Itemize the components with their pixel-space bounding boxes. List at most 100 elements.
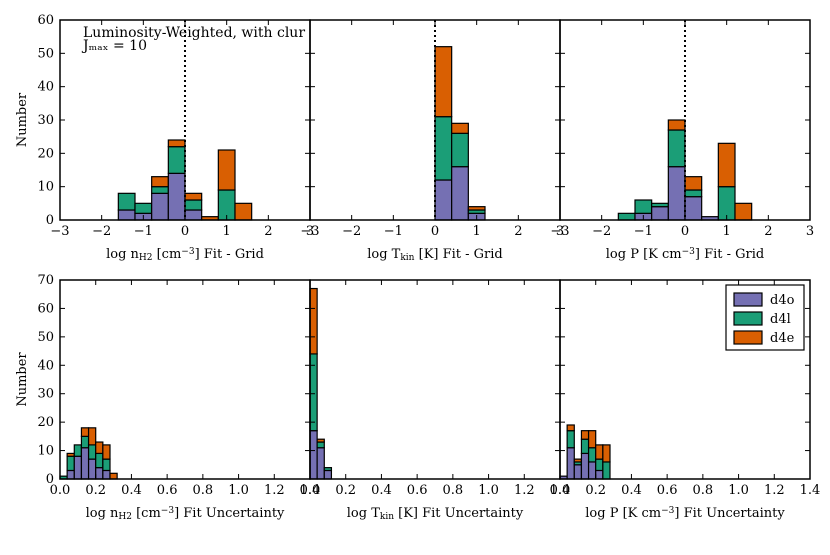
bottom-tkin-xtick-label: 0.2 [335,483,356,498]
top-p-xtick-label: 3 [806,224,814,239]
annotation-line-2: Jₘₐₓ = 10 [81,38,147,54]
bottom-nh2-ytick-label: 10 [37,444,54,459]
top-p-xtick-label: 0 [681,224,689,239]
legend-swatch-d4l [733,311,763,326]
bottom-nh2-ytick-label: 50 [37,330,54,345]
bottom-tkin-xtick-label: 0.0 [300,483,321,498]
top-p-bar-4-d4o [684,196,703,221]
bottom-p-bar-6-d4l [602,461,611,480]
bottom-nh2-bar-3-d4o [80,447,90,480]
top-tkin-bar-0-d4o [434,179,453,221]
top-nh2-bar-4-d4e [184,192,203,201]
top-p-xtick-label: 2 [764,224,772,239]
bottom-p-xlabel: log P [K cm−3] Fit Uncertainty [585,506,785,521]
axes-layer [59,19,811,480]
bottom-p-bar-5-d4l [595,458,604,472]
bottom-p-bar-6-d4e [602,444,611,463]
bottom-p-bar-4-d4o [587,461,597,480]
top-nh2-xtick-label: −2 [92,224,111,239]
top-tkin-xtick-label: −2 [342,224,361,239]
top-nh2-bar-2-d4e [151,176,169,188]
bottom-p-bar-4-d4l [587,447,597,463]
bottom-tkin-bar-0-d4o [309,430,318,480]
bottom-nh2-bar-4-d4l [87,444,97,460]
bottom-p-bar-3-d4e [580,430,590,440]
bottom-p-xtick-label: 0.0 [550,483,571,498]
bottom-nh2-bar-7-d4e [109,472,118,480]
top-nh2-bar-6-d4e [217,149,236,191]
top-p-xtick-label: 1 [723,224,731,239]
top-tkin-xtick-label: 0 [431,224,439,239]
top-tkin-xtick-label: 1 [473,224,481,239]
bottom-tkin-xtick-label: 0.6 [407,483,428,498]
top-nh2-xtick-label: 0 [181,224,189,239]
bottom-nh2-bar-1-d4e [66,452,75,457]
top-tkin-bar-1-d4o [451,166,469,221]
top-nh2-bar-2-d4l [151,186,169,194]
bottom-p-xtick-label: 1.4 [800,483,821,498]
bottom-tkin-xtick-label: 0.4 [371,483,392,498]
top-p-bar-2-d4o [651,206,669,221]
bottom-tkin-xlabel: log Tkin [K] Fit Uncertainty [347,506,524,522]
bottom-tkin-bar-2-d4o [323,469,333,480]
top-p-bar-0-d4l [617,212,636,221]
top-p-bar-4-d4e [684,176,703,191]
bottom-nh2-xlabel: log nH2 [cm−3] Fit Uncertainty [86,506,285,522]
legend-swatch-d4o [733,292,763,307]
bottom-nh2-bar-5-d4l [95,452,104,469]
top-tkin-xtick-label: 2 [514,224,522,239]
bottom-nh2-ytick-label: 30 [37,387,54,402]
top-p-bar-3-d4e [667,119,686,131]
bottom-nh2-ytick-label: 20 [37,415,54,430]
bottom-nh2-bar-5-d4o [95,467,104,480]
bottom-nh2-xtick-label: 0.8 [193,483,214,498]
bottom-nh2-xtick-label: 0.6 [157,483,178,498]
bottom-nh2-bar-6-d4o [102,469,111,480]
bottom-nh2-bar-4-d4e [87,427,97,446]
top-nh2-bar-0-d4l [117,192,136,211]
bottom-nh2-bar-6-d4l [102,458,111,472]
bottom-p-bar-5-d4o [595,469,604,480]
bottom-p-xtick-label: 0.2 [585,483,606,498]
top-tkin-bar-1-d4l [451,132,469,168]
bottom-tkin-xtick-label: 1.4 [550,483,571,498]
bottom-p-xtick-label: 0.4 [621,483,642,498]
bottom-p-bar-5-d4e [595,444,604,460]
bottom-nh2-bar-4-d4o [87,458,97,480]
top-p-xlabel: log P [K cm−3] Fit - Grid [606,247,764,262]
bars-layer [59,46,753,480]
bottom-tkin-bar-1-d4e [316,438,325,443]
top-p-bar-3-d4o [667,166,686,221]
top-nh2-xlabel: log nH2 [cm−3] Fit - Grid [106,247,264,263]
top-p-xtick-label: −2 [592,224,611,239]
bottom-nh2-xtick-label: 0.0 [50,483,71,498]
bottom-p-xtick-label: 1.0 [728,483,749,498]
top-tkin-xtick-label: −3 [300,224,319,239]
top-p-xtick-label: −1 [634,224,653,239]
top-p-bar-2-d4l [651,202,669,208]
top-nh2-ytick-label: 20 [37,146,54,161]
bottom-p-xtick-label: 0.6 [657,483,678,498]
bottom-tkin-bar-1-d4o [316,447,325,480]
bottom-nh2-bar-3-d4l [80,435,90,449]
top-nh2-ytick-label: 0 [46,213,54,228]
bottom-tkin-xtick-label: 1.2 [514,483,535,498]
top-tkin-bar-0-d4e [434,46,453,118]
top-nh2-bar-2-d4o [151,192,169,221]
top-p-bar-7-d4e [734,202,753,221]
top-nh2-ytick-label: 10 [37,180,54,195]
annotation-line-1: Luminosity-Weighted, with clur [83,25,305,41]
top-p-bar-1-d4l [634,199,653,214]
bottom-p-xtick-label: 1.2 [764,483,785,498]
top-tkin-xlabel: log Tkin [K] Fit - Grid [367,247,503,263]
top-p-xtick-label: −3 [550,224,569,239]
top-nh2-bar-3-d4l [167,146,186,174]
bottom-tkin-xtick-label: 1.0 [478,483,499,498]
bottom-nh2-xtick-label: 1.4 [300,483,321,498]
bottom-nh2-ylabel: Number [15,352,30,407]
bottom-nh2-ytick-label: 0 [46,472,54,487]
top-nh2-ytick-label: 30 [37,113,54,128]
bottom-nh2-bar-2-d4o [73,455,83,480]
